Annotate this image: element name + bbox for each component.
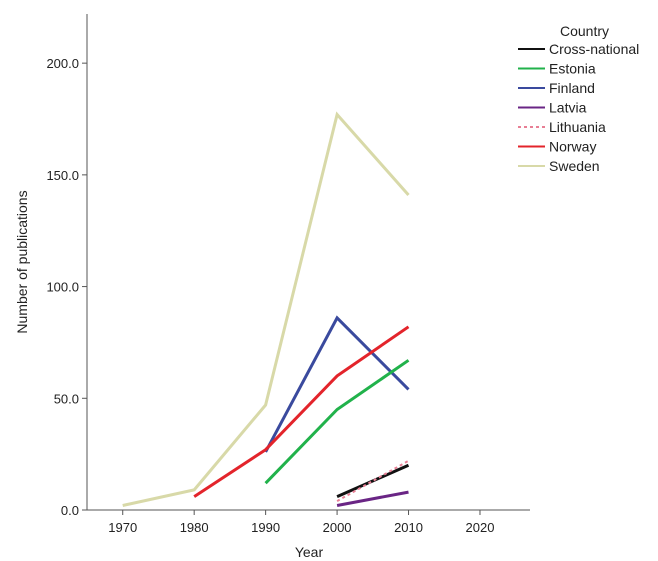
legend-items: Cross-national Estonia Finland Latvia Lithua…: [518, 41, 639, 174]
y-tick-label: 150.0: [46, 168, 79, 183]
y-tick-label: 200.0: [46, 56, 79, 71]
x-axis-ticks: 1970 1980 1990 2000 2010 2020: [108, 510, 494, 535]
series-line-sweden: [122, 111, 410, 507]
legend-label-estonia: Estonia: [549, 61, 596, 77]
legend-label-norway: Norway: [549, 139, 596, 155]
y-tick-label: 100.0: [46, 280, 79, 295]
series-line-norway: [193, 325, 410, 498]
legend-title: Country: [560, 23, 609, 39]
x-tick-label: 1990: [251, 520, 280, 535]
axes: [86, 14, 530, 511]
y-axis-ticks: 0.0 50.0 100.0 150.0 200.0: [46, 56, 87, 518]
series-line-finland: [264, 315, 410, 453]
series-line-latvia: [336, 490, 409, 507]
legend-label-latvia: Latvia: [549, 100, 587, 116]
y-axis-title: Number of publications: [14, 190, 30, 333]
y-tick-label: 50.0: [54, 391, 79, 406]
x-tick-label: 1970: [108, 520, 137, 535]
series-lines: [122, 111, 410, 507]
legend-label-lithuania: Lithuania: [549, 119, 606, 135]
x-tick-label: 2010: [394, 520, 423, 535]
series-line-cross-national: [336, 463, 410, 498]
series-line-lithuania: [336, 459, 409, 502]
legend-label-cross-national: Cross-national: [549, 41, 639, 57]
x-tick-label: 2000: [323, 520, 352, 535]
x-tick-label: 1980: [180, 520, 209, 535]
x-tick-label: 2020: [466, 520, 495, 535]
x-axis-title: Year: [295, 544, 324, 560]
y-tick-label: 0.0: [61, 503, 79, 518]
legend: Country Cross-national Estonia Finland Latv…: [518, 23, 639, 174]
series-line-estonia: [264, 359, 410, 485]
legend-label-sweden: Sweden: [549, 158, 600, 174]
legend-label-finland: Finland: [549, 80, 595, 96]
